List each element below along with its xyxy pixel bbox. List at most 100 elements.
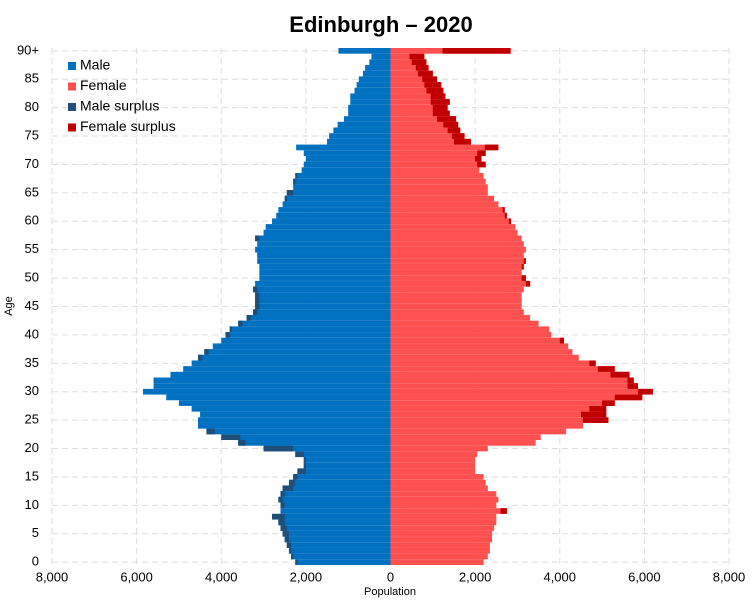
y-tick-label: 80 (25, 99, 39, 114)
surplus-bar (502, 207, 505, 213)
surplus-bar (238, 440, 246, 446)
y-tick-label: 70 (25, 156, 39, 171)
surplus-bar (430, 99, 450, 105)
bar (390, 530, 493, 537)
bar (390, 457, 476, 463)
bar (153, 377, 391, 384)
surplus-bar (610, 371, 630, 378)
bar (255, 235, 391, 242)
bar (390, 104, 448, 111)
bar (390, 326, 550, 333)
bar (305, 155, 391, 162)
bar (246, 315, 391, 321)
legend-swatch (68, 82, 76, 91)
surplus-bar (246, 315, 251, 321)
bar (288, 547, 391, 554)
bar (350, 99, 391, 105)
bar (303, 150, 391, 156)
bar (390, 513, 497, 520)
bar (276, 212, 391, 219)
bar (390, 275, 526, 281)
bar (291, 553, 391, 560)
bar (390, 468, 476, 475)
bar (263, 445, 391, 452)
bar (295, 559, 391, 565)
bar (390, 76, 438, 83)
surplus-bar (614, 394, 643, 401)
bar (293, 184, 391, 191)
bar (390, 536, 493, 543)
bar (390, 440, 536, 446)
y-tick-label: 20 (25, 440, 39, 455)
bar (348, 104, 391, 111)
bar (390, 110, 450, 117)
bar (390, 82, 442, 88)
surplus-bar (484, 144, 499, 151)
bar (278, 519, 391, 526)
y-tick-label: 25 (25, 412, 39, 427)
y-tick-label: 30 (25, 383, 39, 398)
bar (166, 394, 391, 401)
bar (265, 224, 391, 230)
bar (280, 508, 391, 514)
surplus-bar (255, 235, 260, 242)
surplus-bar (418, 70, 433, 77)
bar (390, 320, 539, 327)
bar (390, 303, 522, 310)
bar (390, 184, 488, 191)
surplus-bar (238, 320, 243, 327)
y-axis-label: Age (3, 296, 15, 316)
bar (390, 519, 497, 526)
bar (272, 218, 391, 225)
x-tick-label: 6,000 (120, 569, 153, 584)
bar (390, 155, 482, 162)
bar (390, 502, 497, 509)
bar (390, 246, 526, 253)
bar (295, 451, 391, 458)
bar (282, 530, 391, 537)
bar (390, 332, 552, 338)
bar (255, 292, 391, 298)
surplus-bar (255, 303, 260, 310)
bar (390, 59, 427, 66)
y-tick-label: 45 (25, 298, 39, 313)
surplus-bar (295, 559, 298, 565)
bar (225, 332, 391, 338)
surplus-bar (278, 496, 283, 503)
bar (286, 190, 391, 196)
bar (280, 491, 391, 497)
bar (390, 394, 643, 401)
bar (390, 224, 516, 230)
bar (390, 445, 488, 452)
bar (390, 377, 634, 384)
bar (282, 201, 391, 208)
bar (197, 354, 391, 361)
surplus-bar (432, 104, 448, 111)
y-tick-label: 75 (25, 127, 39, 142)
bar (365, 65, 391, 71)
surplus-bar (580, 411, 607, 418)
surplus-bar (229, 326, 232, 333)
surplus-bar (447, 127, 461, 134)
bar (197, 422, 391, 429)
bar (200, 411, 391, 418)
bar (296, 144, 391, 151)
bar (238, 320, 391, 327)
surplus-bar (597, 366, 615, 372)
surplus-bar (477, 150, 486, 156)
surplus-bar (426, 87, 444, 94)
surplus-bar (252, 286, 258, 293)
surplus-bar (521, 263, 524, 270)
surplus-bar (282, 530, 289, 537)
surplus-bar (477, 161, 486, 168)
bar (280, 525, 391, 531)
surplus-bar (638, 388, 653, 395)
surplus-bar (303, 462, 306, 469)
bar (229, 326, 391, 333)
surplus-bar (303, 457, 306, 463)
bar (390, 309, 524, 316)
bar (390, 525, 495, 531)
bar (286, 542, 391, 548)
surplus-bar (409, 53, 425, 60)
bar (183, 366, 391, 372)
